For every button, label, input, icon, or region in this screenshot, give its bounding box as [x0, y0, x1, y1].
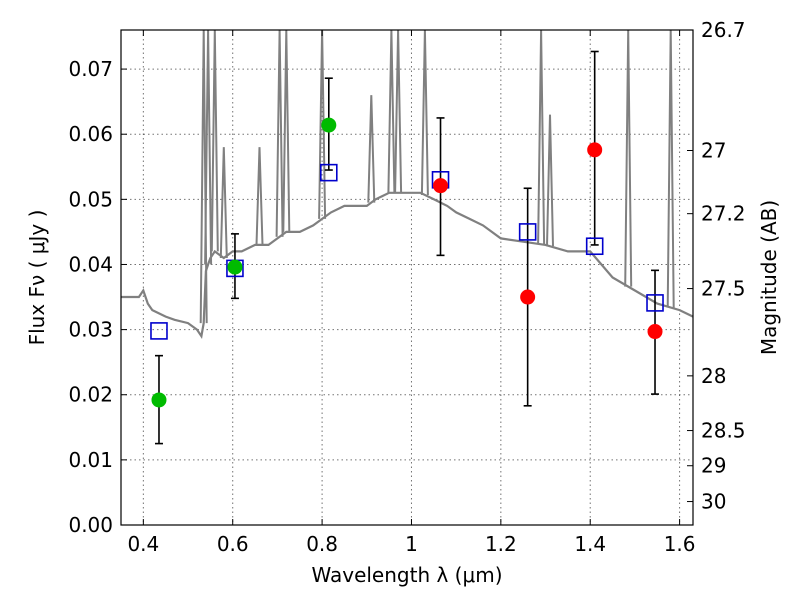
x-tick-label: 0.8: [306, 532, 338, 556]
x-tick-label: 1.6: [664, 532, 696, 556]
model-square: [646, 294, 664, 312]
x-tick-label: 1: [405, 532, 418, 556]
y-tick-label: 0.05: [68, 187, 113, 211]
x-tick-label: 0.4: [127, 532, 159, 556]
green-point: [151, 392, 167, 408]
y-tick-label: 0.01: [68, 448, 113, 472]
right-tick-label: 30: [701, 490, 726, 514]
emission-line: [546, 114, 554, 247]
y-tick-label: 0.07: [68, 57, 113, 81]
y-tick-label: 0.02: [68, 383, 113, 407]
right-tick-label: 27.2: [701, 202, 746, 226]
right-tick-label: 28: [701, 364, 726, 388]
right-tick-label: 29: [701, 454, 726, 478]
emission-line: [387, 30, 396, 193]
emission-line: [255, 147, 264, 245]
y-tick-label: 0.00: [68, 513, 113, 537]
emission-line: [318, 30, 327, 219]
emission-line: [219, 147, 228, 259]
emission-line: [367, 95, 376, 203]
markers: [150, 117, 664, 408]
x-tick-label: 1.2: [485, 532, 517, 556]
emission-line: [282, 30, 291, 232]
emission-line: [394, 30, 403, 193]
y-tick-label: 0.04: [68, 252, 113, 276]
red-point: [520, 289, 536, 305]
emission-line: [210, 30, 219, 252]
spectrum-group: [121, 30, 693, 339]
emission-line: [666, 30, 675, 308]
emission-line: [537, 30, 546, 245]
green-point: [321, 117, 337, 133]
green-point: [227, 259, 243, 275]
error-bars: [154, 50, 660, 445]
right-tick-label: 26.7: [701, 18, 746, 42]
model-square: [150, 322, 168, 340]
emission-line: [275, 30, 284, 237]
y-tick-label: 0.03: [68, 318, 113, 342]
right-tick-label: 27.5: [701, 277, 746, 301]
emission-line: [420, 30, 429, 196]
y-tick-label: 0.06: [68, 122, 113, 146]
model-square: [518, 223, 537, 241]
red-point: [587, 142, 603, 158]
plot-frame: [120, 29, 694, 526]
model-square: [319, 163, 338, 182]
emission-line: [204, 30, 213, 265]
right-axis-label: Magnitude (AB): [757, 200, 781, 355]
emission-line: [624, 30, 633, 287]
spectrum-line: [121, 191, 693, 339]
spectrum: [121, 30, 693, 339]
x-tick-label: 1.4: [574, 532, 606, 556]
red-point: [647, 324, 663, 340]
ticks: 0.4 0.6 0.8 1 1.2 1.4 1.6 0.00 0.01 0.02 0.03 0.04 0…: [68, 18, 745, 556]
red-point: [433, 178, 449, 194]
x-tick-label: 0.6: [217, 532, 249, 556]
x-axis-label: Wavelength λ (μm): [311, 563, 502, 587]
model-square: [585, 237, 604, 256]
right-tick-label: 27: [701, 138, 726, 162]
y-axis-label: Flux Fν ( μJy ): [25, 210, 49, 346]
right-tick-label: 28.5: [701, 419, 746, 443]
